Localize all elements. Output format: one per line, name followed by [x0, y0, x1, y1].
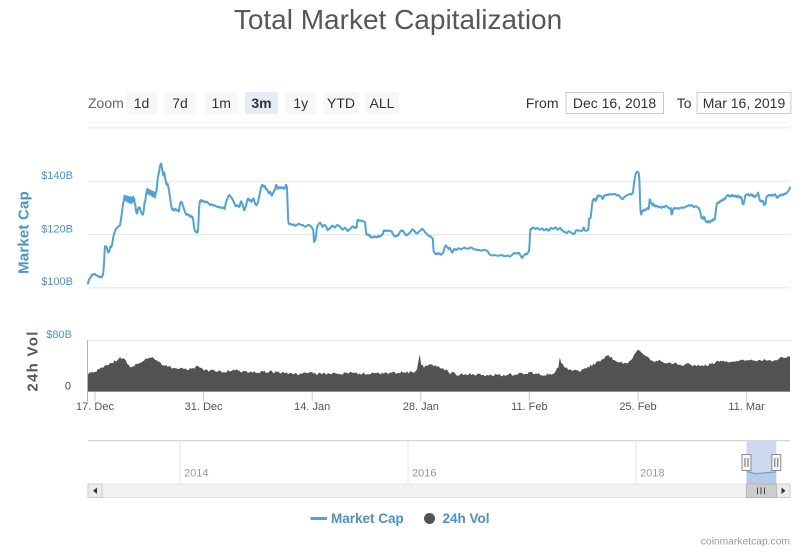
svg-text:From: From: [526, 95, 559, 111]
svg-text:2014: 2014: [184, 468, 208, 480]
svg-text:11. Feb: 11. Feb: [511, 401, 548, 413]
svg-text:2018: 2018: [640, 468, 664, 480]
svg-text:YTD: YTD: [327, 95, 355, 111]
svg-text:Market Cap: Market Cap: [331, 511, 404, 526]
svg-text:31. Dec: 31. Dec: [185, 401, 223, 413]
svg-text:25. Feb: 25. Feb: [619, 401, 656, 413]
svg-text:1d: 1d: [134, 95, 150, 111]
svg-text:coinmarketcap.com: coinmarketcap.com: [701, 537, 790, 548]
svg-text:0: 0: [65, 381, 71, 393]
svg-text:24h Vol: 24h Vol: [25, 330, 42, 391]
svg-text:24h Vol: 24h Vol: [443, 511, 490, 526]
svg-text:17. Dec: 17. Dec: [76, 401, 114, 413]
svg-text:$80B: $80B: [46, 329, 72, 341]
svg-text:Dec 16, 2018: Dec 16, 2018: [573, 95, 656, 111]
svg-text:7d: 7d: [172, 95, 188, 111]
svg-text:3m: 3m: [251, 95, 271, 111]
svg-text:2016: 2016: [412, 468, 436, 480]
svg-text:28. Jan: 28. Jan: [403, 401, 439, 413]
svg-text:Zoom: Zoom: [88, 95, 124, 111]
svg-text:1y: 1y: [293, 95, 308, 111]
svg-text:1m: 1m: [211, 95, 230, 111]
svg-text:Mar 16, 2019: Mar 16, 2019: [703, 95, 786, 111]
svg-text:To: To: [677, 95, 692, 111]
svg-text:Market Cap: Market Cap: [16, 191, 33, 274]
svg-text:$120B: $120B: [41, 223, 73, 235]
svg-text:11. Mar: 11. Mar: [728, 401, 765, 413]
svg-text:ALL: ALL: [370, 95, 395, 111]
svg-text:$100B: $100B: [41, 276, 73, 288]
svg-text:Total Market Capitalization: Total Market Capitalization: [234, 4, 562, 35]
svg-text:$140B: $140B: [41, 170, 73, 182]
svg-text:14. Jan: 14. Jan: [294, 401, 330, 413]
